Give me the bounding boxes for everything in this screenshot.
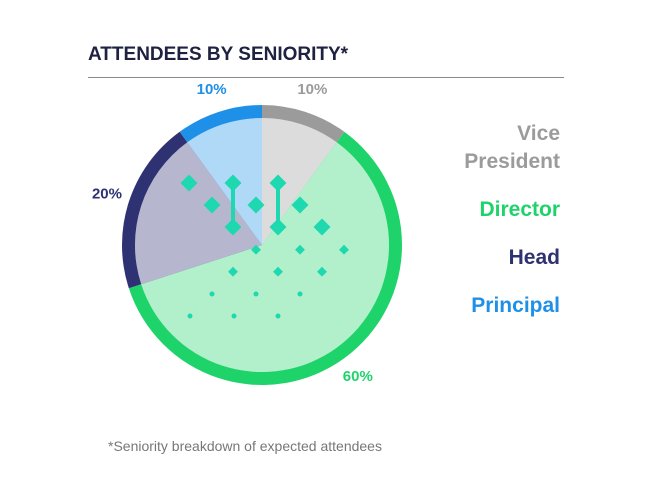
slice-inner <box>262 118 337 245</box>
legend-entry: Director <box>479 198 560 221</box>
value-label: 10% <box>197 81 227 98</box>
slice <box>128 131 402 385</box>
slice-inner <box>187 118 262 245</box>
legend-entry: Vice President <box>464 122 560 173</box>
slice-fill <box>141 142 389 372</box>
slice <box>179 105 262 245</box>
footnote: *Seniority breakdown of expected attende… <box>108 438 382 454</box>
legend-entry: Principal <box>471 294 560 317</box>
slice <box>262 105 345 245</box>
slice-fill <box>134 142 262 285</box>
pie <box>121 105 402 385</box>
chart-title: ATTENDEES BY SENIORITY* <box>88 44 349 65</box>
slice-inner <box>141 142 389 372</box>
slice-fill <box>262 118 337 245</box>
value-label: 20% <box>92 186 122 203</box>
slice <box>121 131 262 289</box>
value-label: 60% <box>343 368 373 385</box>
legend-entry: Head <box>508 246 560 269</box>
decoration <box>180 174 349 319</box>
title-rule <box>88 77 564 78</box>
legend: Vice President Director Head Principal <box>430 120 560 340</box>
value-label: 10% <box>297 81 327 98</box>
slice-fill <box>187 118 262 245</box>
slice-inner <box>134 142 262 285</box>
